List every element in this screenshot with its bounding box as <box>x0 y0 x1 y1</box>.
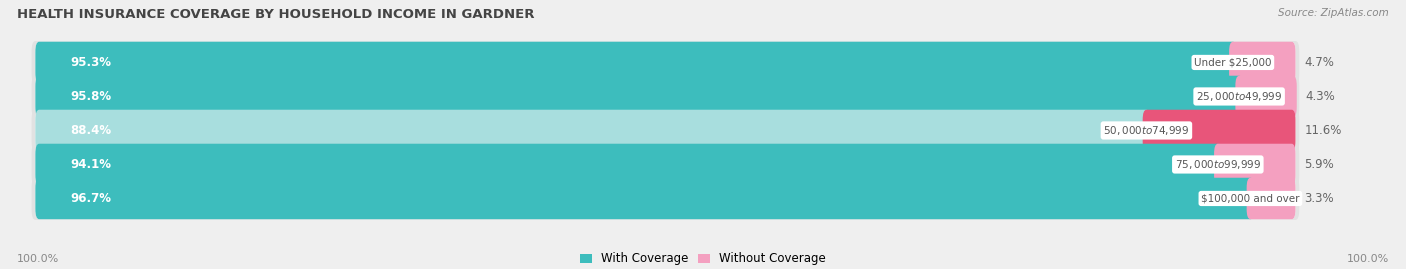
Text: 95.3%: 95.3% <box>70 56 111 69</box>
FancyBboxPatch shape <box>31 143 1299 186</box>
FancyBboxPatch shape <box>31 41 1299 84</box>
FancyBboxPatch shape <box>35 178 1254 219</box>
Text: 88.4%: 88.4% <box>70 124 111 137</box>
FancyBboxPatch shape <box>35 42 1237 83</box>
Text: 11.6%: 11.6% <box>1305 124 1341 137</box>
FancyBboxPatch shape <box>1247 178 1295 219</box>
Text: 3.3%: 3.3% <box>1305 192 1334 205</box>
Text: 96.7%: 96.7% <box>70 192 111 205</box>
Text: 100.0%: 100.0% <box>17 254 59 264</box>
FancyBboxPatch shape <box>35 144 1295 185</box>
Text: 5.9%: 5.9% <box>1305 158 1334 171</box>
Text: $50,000 to $74,999: $50,000 to $74,999 <box>1104 124 1189 137</box>
FancyBboxPatch shape <box>35 42 1295 83</box>
FancyBboxPatch shape <box>35 144 1222 185</box>
FancyBboxPatch shape <box>35 110 1150 151</box>
FancyBboxPatch shape <box>35 76 1243 117</box>
Text: 4.7%: 4.7% <box>1305 56 1334 69</box>
FancyBboxPatch shape <box>1143 110 1295 151</box>
FancyBboxPatch shape <box>31 75 1299 118</box>
FancyBboxPatch shape <box>1236 76 1296 117</box>
Text: $75,000 to $99,999: $75,000 to $99,999 <box>1174 158 1261 171</box>
Text: 4.3%: 4.3% <box>1306 90 1336 103</box>
FancyBboxPatch shape <box>31 177 1299 220</box>
Text: 95.8%: 95.8% <box>70 90 111 103</box>
FancyBboxPatch shape <box>31 109 1299 152</box>
Text: HEALTH INSURANCE COVERAGE BY HOUSEHOLD INCOME IN GARDNER: HEALTH INSURANCE COVERAGE BY HOUSEHOLD I… <box>17 8 534 21</box>
Text: Under $25,000: Under $25,000 <box>1194 58 1271 68</box>
Text: 100.0%: 100.0% <box>1347 254 1389 264</box>
Text: $100,000 and over: $100,000 and over <box>1201 193 1299 203</box>
FancyBboxPatch shape <box>35 110 1295 151</box>
Text: $25,000 to $49,999: $25,000 to $49,999 <box>1197 90 1282 103</box>
Text: Source: ZipAtlas.com: Source: ZipAtlas.com <box>1278 8 1389 18</box>
FancyBboxPatch shape <box>1213 144 1295 185</box>
Legend: With Coverage, Without Coverage: With Coverage, Without Coverage <box>579 252 827 265</box>
FancyBboxPatch shape <box>35 178 1295 219</box>
FancyBboxPatch shape <box>1229 42 1295 83</box>
Text: 94.1%: 94.1% <box>70 158 111 171</box>
FancyBboxPatch shape <box>35 76 1295 117</box>
